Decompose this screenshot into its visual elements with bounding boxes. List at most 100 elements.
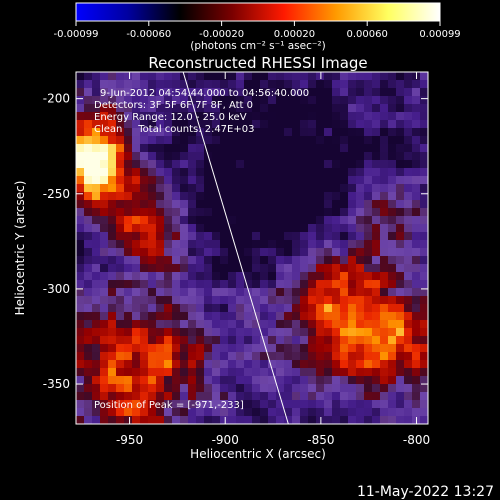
emission-pixel [132,360,141,369]
emission-pixel [300,120,309,129]
emission-pixel [412,112,421,121]
emission-pixel [212,152,221,161]
emission-pixel [308,120,317,129]
emission-pixel [76,152,85,161]
emission-pixel [132,344,141,353]
emission-pixel [108,312,117,321]
emission-pixel [372,168,381,177]
emission-pixel [268,320,277,329]
emission-pixel [156,136,165,145]
emission-pixel [324,376,333,385]
emission-pixel [92,296,101,305]
emission-pixel [76,144,85,153]
emission-pixel [196,200,205,209]
emission-pixel [388,144,397,153]
emission-pixel [180,304,189,313]
emission-pixel [244,176,253,185]
emission-pixel [148,256,157,265]
emission-pixel [276,376,285,385]
emission-pixel [276,128,285,137]
emission-pixel [372,232,381,241]
emission-pixel [220,192,229,201]
emission-pixel [212,360,221,369]
emission-pixel [412,352,421,361]
emission-pixel [196,288,205,297]
emission-pixel [300,72,309,81]
emission-pixel [156,328,165,337]
emission-pixel [132,256,141,265]
emission-pixel [340,224,349,233]
emission-pixel [188,280,197,289]
emission-pixel [188,312,197,321]
emission-pixel [84,288,93,297]
emission-pixel [180,360,189,369]
emission-pixel [260,160,269,169]
emission-pixel [164,128,173,137]
emission-pixel [340,152,349,161]
emission-pixel [196,344,205,353]
emission-pixel [228,352,237,361]
emission-pixel [100,368,109,377]
emission-pixel [308,160,317,169]
emission-pixel [164,216,173,225]
emission-pixel [204,168,213,177]
emission-pixel [180,176,189,185]
emission-pixel [132,392,141,401]
emission-pixel [380,352,389,361]
emission-pixel [164,120,173,129]
emission-pixel [364,320,373,329]
emission-pixel [164,184,173,193]
emission-pixel [236,112,245,121]
emission-pixel [252,264,261,273]
emission-pixel [348,112,357,121]
emission-pixel [164,272,173,281]
emission-pixel [124,408,133,417]
emission-pixel [100,336,109,345]
emission-pixel [300,184,309,193]
emission-pixel [204,352,213,361]
emission-pixel [300,248,309,257]
emission-pixel [404,232,413,241]
emission-pixel [228,288,237,297]
emission-pixel [276,96,285,105]
info-time-range: 9-Jun-2012 04:54:44.000 to 04:56:40.000 [100,88,309,99]
emission-pixel [220,352,229,361]
emission-pixel [92,400,101,409]
emission-pixel [236,144,245,153]
emission-pixel [244,224,253,233]
emission-pixel [228,400,237,409]
emission-pixel [324,368,333,377]
emission-pixel [300,304,309,313]
emission-pixel [180,168,189,177]
emission-pixel [252,200,261,209]
emission-pixel [276,400,285,409]
emission-pixel [148,392,157,401]
emission-pixel [268,344,277,353]
emission-pixel [196,96,205,105]
emission-pixel [308,184,317,193]
emission-pixel [396,96,405,105]
emission-pixel [356,320,365,329]
emission-pixel [348,416,357,424]
emission-pixel [396,368,405,377]
emission-pixel [340,232,349,241]
emission-pixel [356,104,365,113]
emission-pixel [412,368,421,377]
emission-pixel [364,160,373,169]
emission-pixel [420,336,428,345]
emission-pixel [244,144,253,153]
emission-pixel [188,264,197,273]
emission-pixel [196,208,205,217]
emission-pixel [124,352,133,361]
emission-pixel [196,224,205,233]
emission-pixel [316,232,325,241]
emission-pixel [420,176,428,185]
emission-pixel [380,224,389,233]
emission-pixel [236,104,245,113]
emission-pixel [396,392,405,401]
emission-pixel [316,136,325,145]
emission-pixel [204,96,213,105]
emission-pixel [324,416,333,424]
emission-pixel [108,344,117,353]
emission-pixel [164,416,173,424]
